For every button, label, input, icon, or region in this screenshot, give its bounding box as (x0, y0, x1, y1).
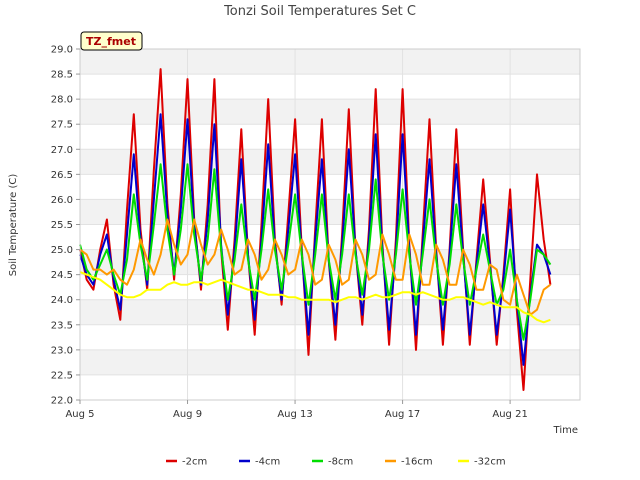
legend-label: -4cm (255, 457, 280, 468)
x-tick-label: Aug 21 (492, 409, 527, 420)
legend-label: -32cm (474, 457, 506, 468)
x-tick-label: Aug 9 (173, 409, 202, 420)
y-tick-label: 23.5 (51, 320, 73, 331)
station-badge: TZ_fmet (80, 31, 143, 51)
y-tick-label: 25.0 (51, 245, 73, 256)
y-tick-label: 22.5 (51, 370, 73, 381)
station-badge-label: TZ_fmet (86, 35, 136, 48)
series-line-minus-4cm (79, 113, 552, 366)
y-tick-label: 22.0 (51, 396, 73, 407)
y-tick-label: 24.0 (51, 295, 73, 306)
series-line-minus-16cm (79, 218, 551, 316)
series-line-minus-8cm (79, 163, 552, 341)
y-tick-label: 27.0 (51, 145, 73, 156)
y-tick-label: 26.0 (51, 195, 73, 206)
y-tick-label: 26.5 (51, 170, 73, 181)
grid-band (80, 99, 580, 125)
legend: -2cm -4cm -8cm -16cm -32cm (166, 457, 506, 468)
y-axis-label: Soil Temperature (C) (8, 174, 19, 277)
x-axis-label: Time (553, 425, 578, 436)
legend-label: -8cm (328, 457, 353, 468)
chart-title: Tonzi Soil Temperatures Set C (223, 4, 416, 19)
grid-band (80, 349, 580, 375)
y-tick-label: 28.5 (51, 70, 73, 81)
y-tick-label: 27.5 (51, 120, 73, 131)
y-tick-label: 23.0 (51, 345, 73, 356)
grid-band (80, 299, 580, 325)
grid-band (80, 199, 580, 225)
series-layer (79, 48, 581, 401)
y-tick-label: 28.0 (51, 95, 73, 106)
y-axis: 22.0 22.5 23.0 23.5 24.0 24.5 25.0 25.5 26.0 26.5… (51, 45, 80, 407)
y-tick-label: 25.5 (51, 220, 73, 231)
grid-band (80, 49, 580, 75)
x-tick-label: Aug 5 (65, 409, 94, 420)
y-tick-label: 24.5 (51, 270, 73, 281)
x-tick-label: Aug 17 (385, 409, 420, 420)
x-axis: Aug 5 Aug 9 Aug 13 Aug 17 Aug 21 (65, 400, 528, 420)
series-line-minus-32cm (79, 271, 551, 324)
legend-label: -16cm (401, 457, 433, 468)
x-tick-label: Aug 13 (277, 409, 312, 420)
legend-label: -2cm (182, 457, 207, 468)
y-tick-label: 29.0 (51, 45, 73, 56)
